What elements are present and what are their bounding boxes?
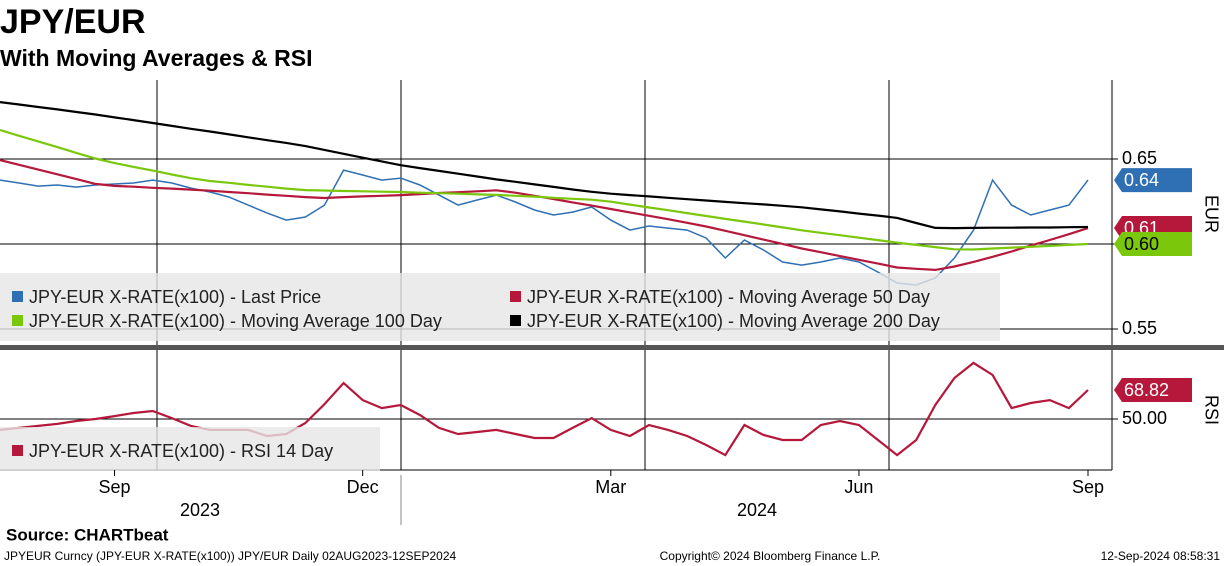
last-value-label: 68.82 [1124,380,1169,400]
x-tick-label: Mar [595,477,626,497]
footer-right: 12-Sep-2024 08:58:31 [1101,549,1221,563]
legend-swatch [510,291,521,302]
legend-label: JPY-EUR X-RATE(x100) - Moving Average 50… [527,287,930,307]
panel-divider [0,345,1224,350]
y-tick-label: 0.55 [1122,318,1157,338]
legend-box [0,273,1000,341]
legend-label: JPY-EUR X-RATE(x100) - Moving Average 10… [29,311,442,331]
legend-swatch [12,315,23,326]
last-value-label: 0.60 [1124,234,1159,254]
y-tick-label: 50.00 [1122,408,1167,428]
series-line [0,128,1089,251]
last-value-tag [1114,378,1192,403]
last-value-label: 0.64 [1124,170,1159,190]
footer-center: Copyright© 2024 Bloomberg Finance L.P. [660,549,881,563]
last-value-tag [1114,232,1192,257]
chart-title: JPY/EUR [0,3,146,41]
legend-label: JPY-EUR X-RATE(x100) - Moving Average 20… [527,311,940,331]
legend-swatch [12,291,23,302]
legend-box [0,427,380,471]
x-tick-label: Jun [844,477,873,497]
chart-subtitle: With Moving Averages & RSI [0,45,312,71]
y-tick-label: 0.65 [1122,148,1157,168]
legend-label: JPY-EUR X-RATE(x100) - Last Price [29,287,321,307]
legend-swatch [510,315,521,326]
last-value-tag [1114,168,1192,193]
rsi-axis-label: RSI [1201,395,1221,425]
year-label: 2024 [737,500,777,520]
source: Source: CHARTbeat [6,525,169,544]
series-line [0,361,1089,457]
series-line [0,101,1089,230]
footer-left: JPYEUR Curncy (JPY-EUR X-RATE(x100)) JPY… [4,549,456,563]
x-tick-label: Sep [99,477,131,497]
legend-swatch [12,445,23,456]
x-tick-label: Sep [1072,477,1104,497]
legend-label: JPY-EUR X-RATE(x100) - RSI 14 Day [29,441,333,461]
year-label: 2023 [180,500,220,520]
x-tick-label: Dec [347,477,379,497]
y-axis-label: EUR [1201,195,1221,233]
series-line [0,159,1089,272]
